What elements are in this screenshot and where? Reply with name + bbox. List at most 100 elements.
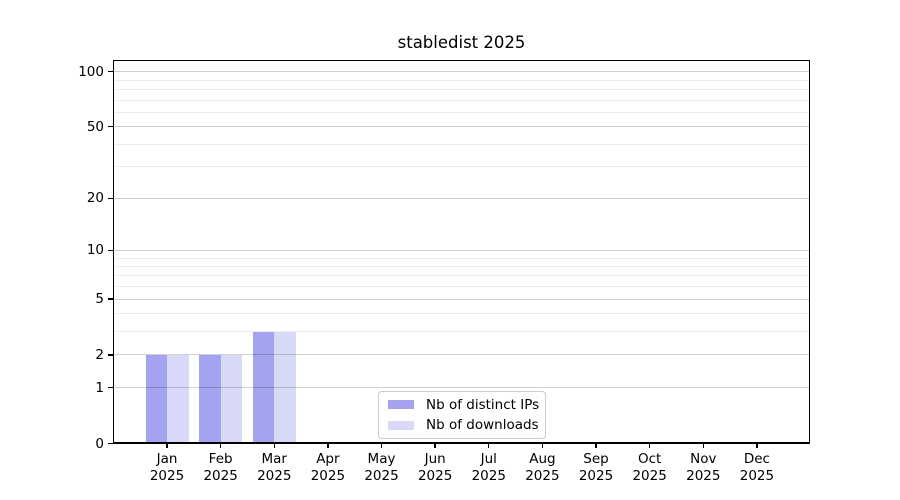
x-tick-jan	[166, 443, 168, 448]
x-tick-mar	[273, 443, 275, 448]
year-label: 2025	[632, 467, 667, 484]
month-label: Dec	[743, 450, 770, 467]
x-tick-label-oct: Oct 2025	[615, 451, 685, 485]
legend-label-distinct-ips: Nb of distinct IPs	[426, 396, 540, 413]
x-tick-jul	[488, 443, 490, 448]
bar-distinct-ips-jan	[145, 354, 167, 444]
top-spine	[113, 59, 810, 61]
bar-distinct-ips-mar	[252, 331, 275, 444]
major-gridline-10	[113, 249, 810, 251]
legend-swatch-distinct-ips	[388, 399, 414, 410]
x-tick-nov	[702, 443, 704, 448]
bar-distinct-ips-feb	[199, 354, 221, 444]
year-label: 2025	[417, 467, 453, 484]
x-tick-label-apr: Apr 2025	[293, 451, 363, 485]
x-tick-label-dec: Dec 2025	[722, 451, 792, 485]
y-tick-0	[107, 442, 113, 445]
x-tick-label-sep: Sep 2025	[561, 451, 631, 485]
month-label: Sep	[583, 450, 609, 467]
x-tick-label-jan: Jan 2025	[132, 451, 202, 485]
x-tick-may	[380, 443, 383, 448]
y-tick-10	[107, 249, 113, 251]
month-label: Apr	[316, 450, 340, 467]
y-tick-2	[107, 354, 113, 356]
x-tick-label-may: May 2025	[347, 451, 417, 485]
month-label: Oct	[637, 450, 662, 467]
x-tick-dec	[756, 443, 758, 448]
minor-gridline-60	[113, 111, 810, 113]
x-tick-feb	[219, 443, 222, 448]
year-label: 2025	[525, 467, 560, 484]
month-label: Mar	[261, 450, 287, 467]
year-label: 2025	[364, 467, 399, 484]
minor-gridline-90	[113, 79, 810, 81]
x-tick-label-jun: Jun 2025	[400, 451, 470, 485]
minor-gridline-80	[113, 88, 810, 90]
x-tick-jun	[434, 443, 436, 448]
major-gridline-50	[113, 126, 810, 128]
x-tick-sep	[595, 443, 597, 448]
x-tick-label-mar: Mar 2025	[239, 451, 309, 485]
month-label: May	[367, 450, 396, 467]
x-tick-label-jul: Jul 2025	[454, 451, 524, 485]
x-tick-label-aug: Aug 2025	[507, 451, 577, 485]
bar-downloads-mar	[274, 331, 296, 444]
bottom-spine	[113, 442, 810, 444]
y-tick-label-100: 100	[78, 63, 104, 80]
minor-gridline-9	[113, 257, 810, 259]
minor-gridline-7	[113, 275, 810, 277]
y-tick-100	[107, 70, 113, 73]
year-label: 2025	[203, 467, 238, 484]
legend: Nb of distinct IPs Nb of downloads	[378, 391, 546, 439]
y-tick-20	[107, 197, 113, 199]
month-label: Jan	[156, 450, 178, 467]
minor-gridline-4	[113, 313, 810, 315]
y-tick-label-5: 5	[95, 291, 104, 308]
legend-swatch-downloads	[388, 420, 414, 431]
y-tick-50	[107, 126, 113, 128]
bar-downloads-feb	[220, 354, 243, 444]
y-tick-label-0: 0	[95, 435, 104, 452]
year-label: 2025	[149, 467, 185, 484]
major-gridline-1	[113, 387, 810, 389]
month-label: Feb	[208, 450, 233, 467]
year-label: 2025	[578, 467, 614, 484]
minor-gridline-3	[113, 331, 810, 333]
legend-label-downloads: Nb of downloads	[426, 417, 539, 434]
year-label: 2025	[257, 467, 292, 484]
plot-area	[113, 59, 810, 444]
x-tick-oct	[648, 443, 651, 448]
month-label: Jun	[424, 450, 446, 467]
month-label: Jul	[480, 450, 497, 467]
y-tick-label-10: 10	[86, 242, 104, 259]
year-label: 2025	[310, 467, 346, 484]
chart-title: stabledist 2025	[397, 33, 526, 52]
minor-gridline-30	[113, 166, 810, 168]
y-tick-label-2: 2	[95, 346, 104, 363]
minor-gridline-8	[113, 265, 810, 267]
y-tick-1	[107, 386, 113, 389]
x-tick-aug	[541, 443, 544, 448]
month-label: Nov	[690, 450, 717, 467]
y-tick-label-50: 50	[86, 118, 104, 135]
year-label: 2025	[686, 467, 721, 484]
year-label: 2025	[739, 467, 775, 484]
y-tick-label-1: 1	[95, 379, 104, 396]
right-spine	[808, 59, 810, 444]
x-tick-label-nov: Nov 2025	[668, 451, 738, 485]
major-gridline-2	[113, 354, 810, 356]
legend-entry-distinct-ips: Nb of distinct IPs	[379, 397, 545, 413]
month-label: Aug	[529, 450, 556, 467]
y-tick-label-20: 20	[86, 190, 104, 207]
left-spine	[113, 59, 115, 444]
minor-gridline-6	[113, 286, 810, 288]
major-gridline-20	[113, 197, 810, 199]
minor-gridline-40	[113, 143, 810, 145]
year-label: 2025	[471, 467, 506, 484]
major-gridline-5	[113, 298, 810, 300]
bar-downloads-jan	[167, 354, 189, 444]
major-gridline-100	[113, 71, 810, 73]
legend-entry-downloads: Nb of downloads	[379, 417, 545, 433]
minor-gridline-70	[113, 99, 810, 101]
